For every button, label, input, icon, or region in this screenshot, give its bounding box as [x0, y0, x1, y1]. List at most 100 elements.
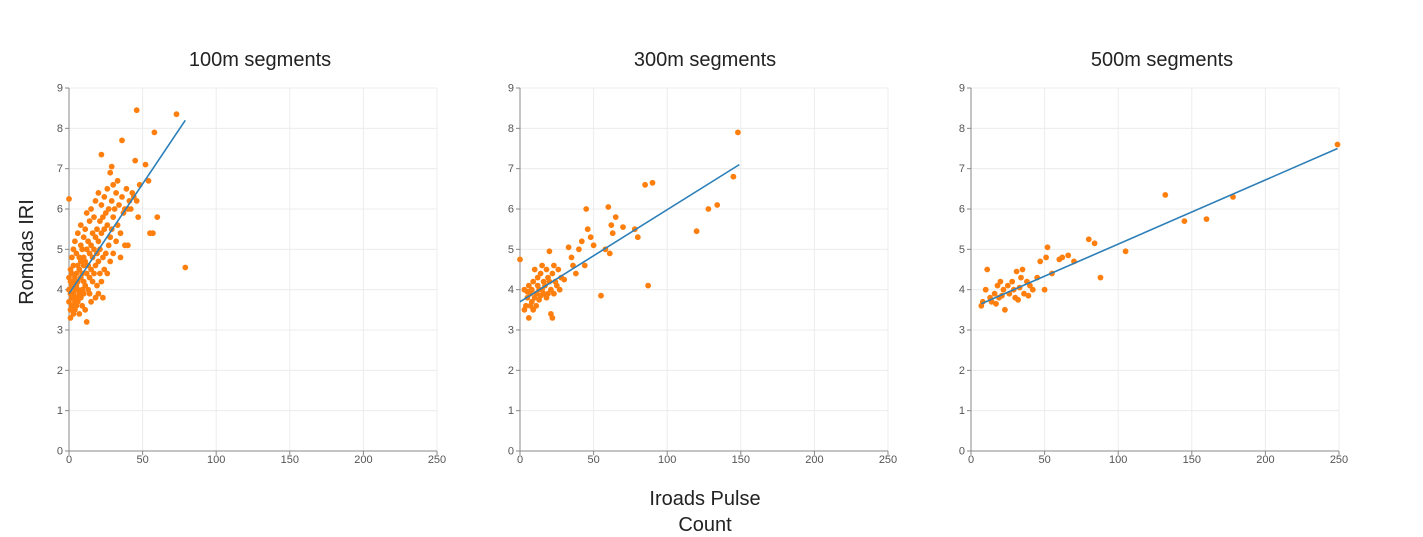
data-point: [89, 278, 96, 285]
data-point: [587, 234, 594, 241]
panel-title: 100m segments: [189, 49, 331, 71]
data-point: [568, 254, 575, 261]
y-tick-label: 0: [508, 446, 514, 458]
y-tick-label: 1: [57, 405, 63, 417]
y-tick-label: 8: [508, 123, 514, 135]
data-point: [551, 262, 557, 269]
x-tick-label: 50: [587, 454, 599, 466]
data-point: [1043, 254, 1049, 261]
data-point: [123, 185, 130, 192]
data-point: [100, 214, 106, 221]
data-point: [145, 177, 152, 184]
data-point: [994, 282, 1001, 289]
data-point: [119, 137, 125, 144]
data-point: [104, 270, 111, 277]
y-tick-label: 2: [959, 365, 965, 377]
data-point: [77, 222, 84, 229]
data-point: [534, 274, 541, 281]
data-point: [107, 258, 114, 265]
data-point: [74, 298, 81, 305]
data-point: [101, 226, 108, 233]
data-point: [110, 250, 117, 257]
data-point: [100, 254, 106, 261]
data-point: [608, 222, 615, 229]
data-point: [107, 169, 114, 176]
data-point: [1021, 290, 1027, 297]
data-point: [70, 262, 77, 269]
y-tick-label: 7: [57, 163, 63, 175]
y-tick-label: 6: [959, 204, 965, 216]
data-point: [132, 157, 139, 164]
y-tick-label: 7: [508, 163, 514, 175]
y-tick-label: 8: [959, 123, 965, 135]
data-point: [533, 302, 540, 309]
x-tick-label: 0: [517, 454, 523, 466]
x-tick-label: 50: [136, 454, 148, 466]
data-point: [101, 266, 108, 273]
data-point: [135, 214, 142, 221]
data-point: [609, 230, 616, 237]
data-point: [74, 230, 81, 237]
data-point: [705, 206, 712, 212]
data-point: [101, 194, 108, 200]
data-point: [173, 111, 180, 118]
data-point: [634, 234, 641, 241]
data-point: [98, 278, 105, 285]
data-point: [88, 206, 94, 212]
data-point: [645, 282, 651, 289]
data-point: [530, 278, 537, 285]
data-point: [984, 266, 991, 273]
data-point: [583, 206, 590, 212]
data-point: [125, 242, 131, 249]
x-tick-label: 150: [1183, 454, 1201, 466]
x-tick-label: 100: [1109, 454, 1127, 466]
y-tick-label: 9: [959, 83, 965, 95]
data-point: [86, 290, 93, 297]
panel-title: 300m segments: [634, 49, 776, 71]
trend-line: [519, 163, 740, 303]
data-point: [612, 214, 619, 221]
data-point: [154, 214, 161, 221]
y-tick-label: 2: [57, 365, 63, 377]
data-point: [95, 238, 102, 245]
data-point: [104, 222, 111, 229]
data-point: [525, 282, 532, 289]
data-point: [105, 206, 112, 212]
data-point: [620, 224, 626, 231]
data-point: [576, 246, 582, 253]
data-point: [97, 270, 103, 277]
data-point: [83, 246, 90, 253]
data-point: [110, 214, 117, 221]
data-point: [993, 300, 999, 307]
data-point: [104, 185, 111, 192]
data-point: [100, 294, 106, 301]
y-tick-label: 0: [959, 446, 965, 458]
data-point: [69, 270, 75, 277]
data-point: [108, 198, 115, 204]
data-point: [1162, 192, 1169, 198]
data-point: [111, 206, 118, 212]
y-tick-label: 5: [57, 244, 63, 256]
data-point: [1013, 268, 1020, 275]
data-point: [98, 202, 105, 208]
data-point: [91, 246, 97, 253]
data-point: [1027, 282, 1033, 289]
data-point: [83, 270, 90, 277]
data-point: [94, 226, 100, 233]
data-point: [584, 226, 591, 233]
data-point: [82, 282, 89, 289]
data-point: [92, 234, 99, 241]
x-tick-label: 250: [428, 454, 446, 466]
data-point: [1037, 258, 1044, 265]
data-point: [69, 254, 75, 261]
data-point: [549, 315, 556, 321]
data-point: [517, 256, 523, 263]
data-point: [606, 250, 613, 257]
x-tick-label: 150: [732, 454, 750, 466]
data-point: [66, 298, 72, 305]
x-tick-label: 200: [354, 454, 372, 466]
data-point: [66, 196, 72, 202]
data-point: [1085, 236, 1092, 243]
